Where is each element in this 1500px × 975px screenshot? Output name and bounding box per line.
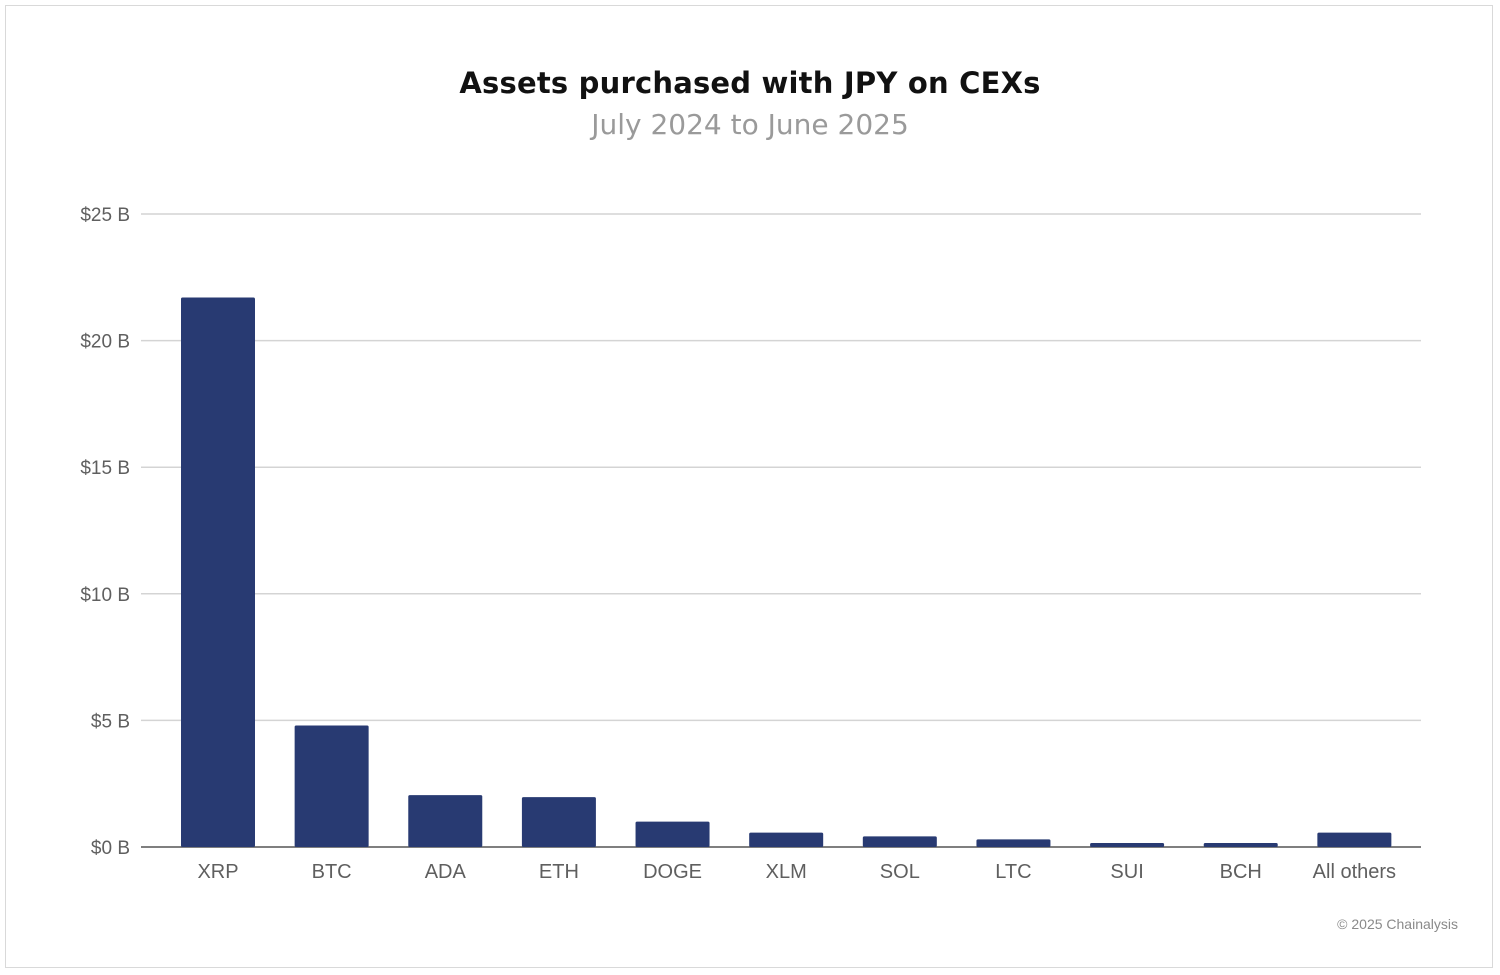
x-tick-label: SOL bbox=[880, 861, 920, 883]
y-tick-label: $15 B bbox=[80, 458, 130, 479]
bar-all-others bbox=[1317, 832, 1392, 847]
y-axis-ticks: $0 B $5 B $10 B $15 B $20 B $25 B bbox=[80, 205, 130, 859]
chart-title: Assets purchased with JPY on CEXs bbox=[459, 66, 1041, 100]
bar-xrp bbox=[181, 297, 255, 847]
x-tick-label: XRP bbox=[197, 861, 238, 883]
x-tick-label: BTC bbox=[312, 861, 352, 883]
bar-bch bbox=[1203, 842, 1278, 847]
bar-ada bbox=[408, 795, 483, 847]
x-tick-label: DOGE bbox=[643, 861, 702, 883]
credit-text: © 2025 Chainalysis bbox=[1337, 916, 1458, 932]
x-tick-label: BCH bbox=[1220, 861, 1262, 883]
bars bbox=[181, 297, 1392, 847]
x-tick-label: SUI bbox=[1110, 861, 1143, 883]
y-tick-label: $25 B bbox=[80, 205, 130, 226]
x-tick-label: ADA bbox=[425, 861, 467, 883]
y-tick-label: $20 B bbox=[80, 332, 130, 353]
x-tick-label: XLM bbox=[766, 861, 807, 883]
bar-doge bbox=[635, 821, 710, 847]
x-tick-label: ETH bbox=[539, 861, 579, 883]
chart-subtitle: July 2024 to June 2025 bbox=[591, 108, 909, 141]
bar-sui bbox=[1090, 842, 1165, 847]
x-axis-ticks: XRP BTC ADA ETH DOGE XLM SOL LTC SUI BCH All other… bbox=[197, 861, 1396, 883]
bar-btc bbox=[294, 725, 369, 847]
x-tick-label: All others bbox=[1313, 861, 1396, 883]
x-tick-label: LTC bbox=[995, 861, 1031, 883]
bar-ltc bbox=[976, 839, 1051, 847]
bar-sol bbox=[862, 836, 937, 847]
y-tick-label: $0 B bbox=[91, 838, 130, 859]
bar-xlm bbox=[749, 832, 824, 847]
y-tick-label: $5 B bbox=[91, 711, 130, 732]
y-tick-label: $10 B bbox=[80, 585, 130, 606]
bar-eth bbox=[521, 797, 596, 847]
